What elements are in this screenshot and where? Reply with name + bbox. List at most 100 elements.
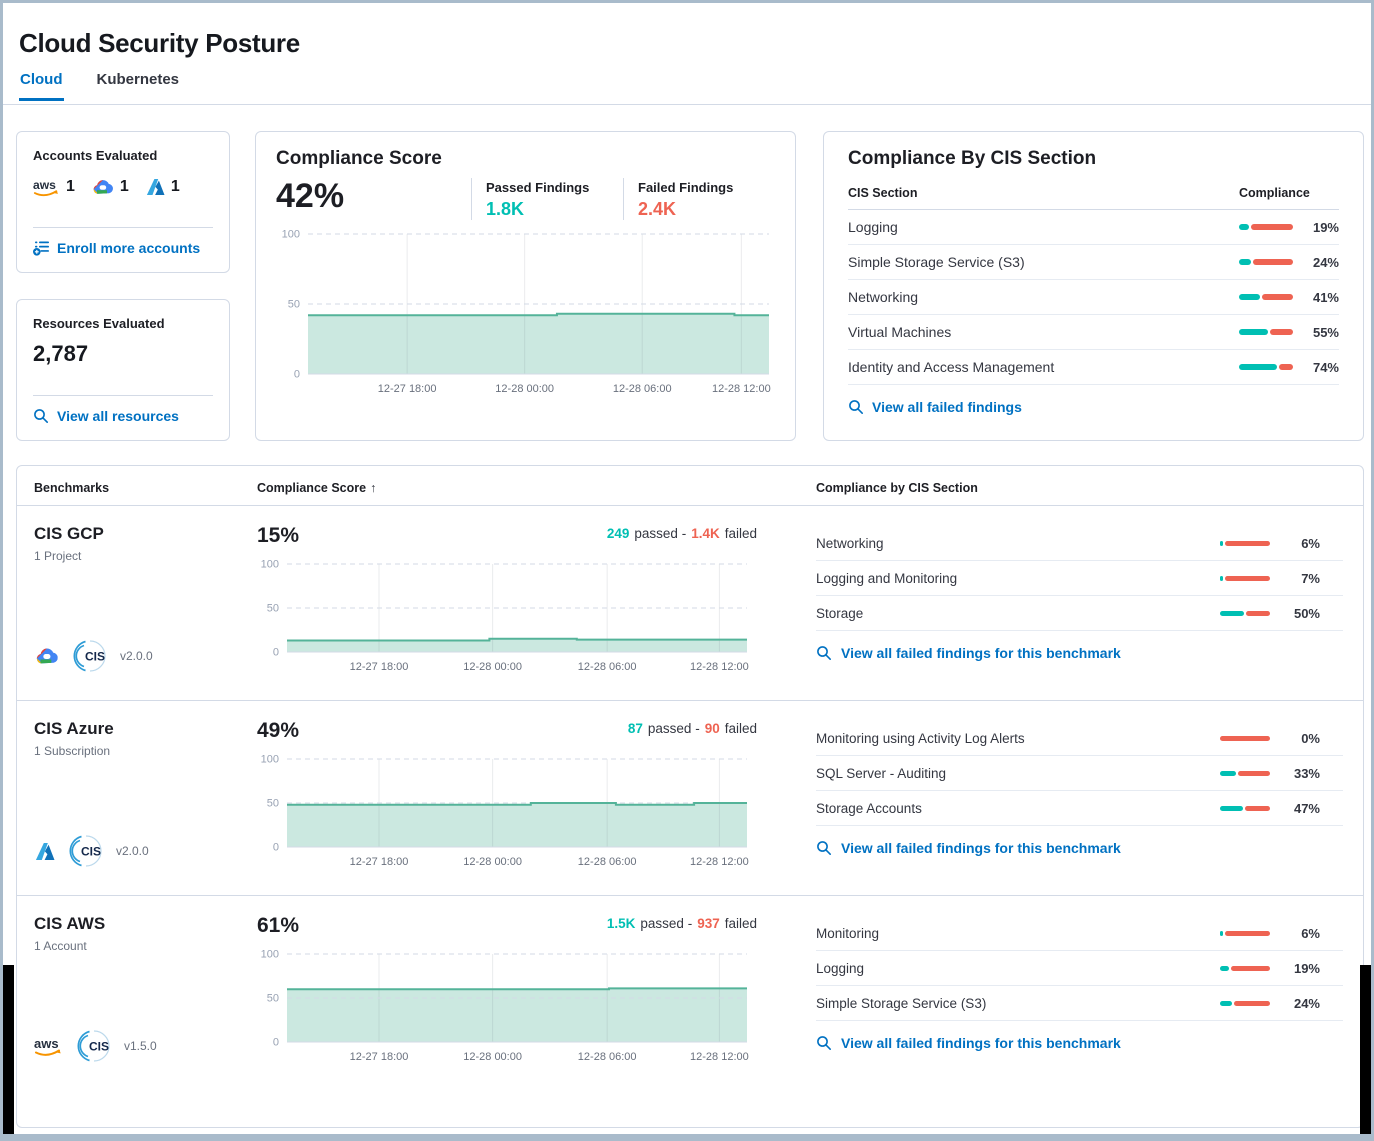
screenshot-black-strip-right [1360,965,1371,1134]
resources-card-title: Resources Evaluated [33,316,165,331]
page-title: Cloud Security Posture [19,28,300,59]
benchmarks-table-header: Benchmarks Compliance Score ↑ Compliance … [17,466,1363,506]
benchmark-version: v2.0.0 [116,844,149,858]
svg-text:100: 100 [261,559,279,571]
svg-text:12-28 06:00: 12-28 06:00 [578,1051,637,1063]
passed-failed-summary: 249 passed -1.4K failed [606,526,757,541]
compliance-bar [1239,364,1293,370]
svg-text:50: 50 [267,993,279,1005]
benchmark-trend-chart: 100 50 0 12-27 18:00 12-28 00:00 12-28 06:00 1… [261,754,749,869]
svg-text:12-27 18:00: 12-27 18:00 [350,856,409,868]
azure-account-count: 1 [145,178,180,196]
benchmark-version: v1.5.0 [124,1039,157,1053]
passed-findings-stat: Passed Findings 1.8K [471,178,623,220]
passed-failed-summary: 87 passed -90 failed [627,721,757,736]
header-divider [3,104,1371,105]
cis-section-row: SQL Server - Auditing 33% [816,756,1343,791]
view-failed-findings-benchmark-link[interactable]: View all failed findings for this benchm… [816,645,1343,661]
view-all-failed-findings-link[interactable]: View all failed findings [848,399,1339,415]
svg-text:50: 50 [288,299,300,311]
cis-card-title: Compliance By CIS Section [848,148,1097,169]
search-icon [34,409,49,424]
cis-section-row: Simple Storage Service (S3) 24% [848,245,1339,280]
failed-findings-stat: Failed Findings 2.4K [623,178,775,220]
aws-icon [33,177,59,197]
svg-text:50: 50 [267,603,279,615]
svg-text:12-28 12:00: 12-28 12:00 [690,1051,749,1063]
cis-logo-icon [73,640,106,672]
overall-compliance-trend-chart: 100 50 0 12-27 18:00 12-28 00:00 12-28 06:00 1… [282,229,771,396]
overall-score: 42% [276,177,345,215]
benchmark-score: 49% [257,719,300,742]
compliance-bar [1220,930,1270,936]
svg-text:12-27 18:00: 12-27 18:00 [378,383,437,395]
benchmark-score: 61% [257,914,300,937]
cis-section-row: Networking 41% [848,280,1339,315]
compliance-column-header: Compliance [1239,186,1310,200]
card-divider [33,395,213,396]
cis-section-row: Simple Storage Service (S3) 24% [816,986,1343,1021]
benchmark-row-cis-aws: CIS AWS 1 Account v1.5.0 61% 1.5K passed … [17,895,1363,1128]
compliance-score-card: Compliance Score 42% Passed Findings 1.8… [255,131,796,441]
cis-table-header: CIS Section Compliance [848,186,1339,210]
compliance-bar [1220,540,1270,546]
compliance-score-column-header[interactable]: Compliance Score ↑ [257,481,377,495]
benchmark-name: CIS GCP [34,524,104,543]
search-icon [849,400,864,415]
passed-findings-value: 1.8K [486,199,525,219]
benchmark-version: v2.0.0 [120,649,153,663]
compliance-bar [1239,329,1293,335]
benchmark-scope: 1 Subscription [34,744,111,758]
benchmark-score: 15% [257,524,300,547]
benchmark-name: CIS Azure [34,719,114,738]
svg-text:12-28 06:00: 12-28 06:00 [578,661,637,673]
view-all-resources-link[interactable]: View all resources [33,408,213,424]
accounts-evaluated-card: Accounts Evaluated 1 1 1 Enroll more acc… [16,131,230,273]
compliance-bar [1239,259,1293,265]
cis-section-row: Monitoring 6% [816,916,1343,951]
svg-text:12-28 00:00: 12-28 00:00 [463,856,522,868]
svg-text:0: 0 [273,647,279,659]
view-failed-findings-benchmark-link[interactable]: View all failed findings for this benchm… [816,1035,1343,1051]
passed-failed-summary: 1.5K passed -937 failed [606,916,757,931]
svg-text:100: 100 [261,949,279,961]
benchmarks-column-header: Benchmarks [34,481,110,495]
gcp-account-count: 1 [91,178,129,196]
benchmark-scope: 1 Project [34,549,82,563]
cis-section-column-header: CIS Section [848,186,918,200]
tab-kubernetes[interactable]: Kubernetes [96,71,180,88]
cis-section-row: Networking 6% [816,526,1343,561]
view-failed-findings-benchmark-link[interactable]: View all failed findings for this benchm… [816,840,1343,856]
svg-text:12-28 06:00: 12-28 06:00 [613,383,672,395]
screenshot-black-strip-left [3,965,14,1134]
svg-text:100: 100 [261,754,279,766]
aws-account-count: 1 [33,177,75,197]
tab-cloud[interactable]: Cloud [19,71,64,101]
compliance-bar [1220,610,1270,616]
search-icon [817,646,832,661]
cis-logo-icon [69,835,102,867]
svg-text:12-28 06:00: 12-28 06:00 [578,856,637,868]
svg-text:12-27 18:00: 12-27 18:00 [350,1051,409,1063]
svg-text:0: 0 [294,369,300,381]
svg-text:12-28 00:00: 12-28 00:00 [463,1051,522,1063]
svg-text:12-28 00:00: 12-28 00:00 [495,383,554,395]
gcp-icon [34,646,60,666]
gcp-icon [91,178,115,196]
accounts-card-title: Accounts Evaluated [33,148,158,163]
enroll-more-accounts-link[interactable]: Enroll more accounts [33,240,213,256]
account-providers: 1 1 1 [33,177,213,197]
compliance-bar [1220,965,1270,971]
failed-findings-value: 2.4K [638,199,677,219]
search-icon [817,1036,832,1050]
svg-text:50: 50 [267,798,279,810]
compliance-bar [1220,1000,1270,1006]
svg-text:12-28 12:00: 12-28 12:00 [690,661,749,673]
azure-icon [35,842,55,860]
resources-count: 2,787 [33,341,89,366]
benchmark-row-cis-gcp: CIS GCP 1 Project v2.0.0 15% 249 passed -… [17,506,1363,700]
benchmark-name: CIS AWS [34,914,106,933]
benchmark-scope: 1 Account [34,939,87,953]
cis-section-row: Logging 19% [816,951,1343,986]
